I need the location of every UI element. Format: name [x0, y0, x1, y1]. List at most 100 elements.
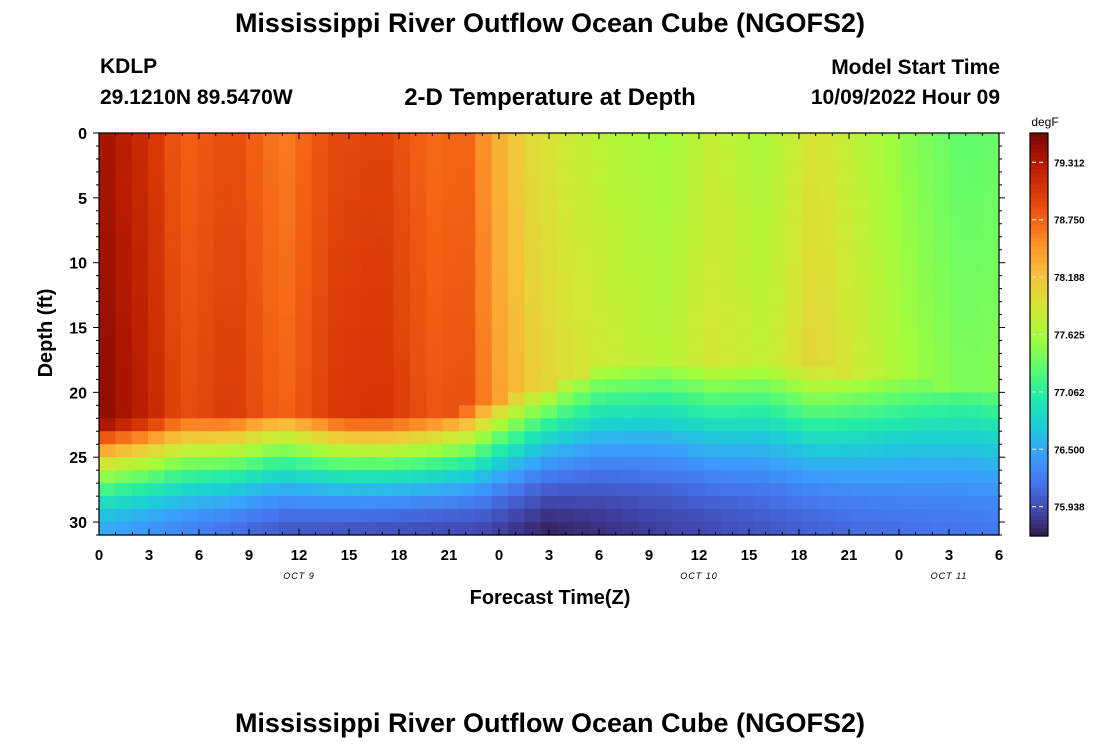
heatmap-cell — [328, 379, 346, 393]
colorbar-segment — [1030, 338, 1048, 344]
heatmap-cell — [917, 392, 935, 406]
heatmap-cell — [819, 509, 836, 523]
heatmap-cell — [540, 444, 558, 458]
heatmap-cell — [557, 379, 575, 393]
heatmap-cell — [639, 483, 656, 497]
heatmap-cell — [655, 288, 673, 303]
heatmap-cell — [884, 483, 902, 497]
heatmap-cell — [819, 340, 836, 355]
heatmap-cell — [802, 145, 820, 160]
heatmap-cell — [720, 379, 738, 393]
heatmap-cell — [180, 340, 198, 355]
heatmap-cell — [246, 353, 264, 368]
heatmap-cell — [573, 184, 591, 199]
heatmap-cell — [671, 353, 689, 368]
heatmap-cell — [540, 379, 558, 393]
heatmap-cell — [524, 496, 542, 510]
heatmap-cell — [131, 483, 149, 497]
heatmap-cell — [688, 301, 706, 316]
heatmap-cell — [737, 366, 755, 380]
heatmap-cell — [622, 431, 640, 445]
heatmap-cell — [279, 249, 296, 264]
heatmap-cell — [475, 236, 493, 251]
heatmap-cell — [835, 171, 853, 186]
heatmap-cell — [589, 184, 607, 199]
heatmap-cell — [982, 483, 1000, 497]
heatmap-cell — [933, 275, 951, 290]
heatmap-cell — [279, 405, 296, 419]
heatmap-cell — [262, 496, 280, 510]
heatmap-cell — [475, 223, 493, 238]
heatmap-cell — [262, 444, 280, 458]
heatmap-cell — [949, 249, 967, 264]
heatmap-cell — [524, 457, 542, 471]
heatmap-cell — [459, 288, 476, 303]
heatmap-cell — [524, 327, 542, 342]
heatmap-cell — [655, 496, 673, 510]
heatmap-cell — [115, 431, 133, 445]
heatmap-cell — [802, 171, 820, 186]
heatmap-cell — [933, 496, 951, 510]
heatmap-cell — [753, 249, 771, 264]
heatmap-cell — [851, 496, 869, 510]
heatmap-cell — [524, 171, 542, 186]
colorbar-segment — [1030, 225, 1048, 231]
x-tick-label: 18 — [791, 547, 808, 564]
heatmap-cell — [524, 444, 542, 458]
colorbar-segment — [1030, 439, 1048, 444]
heatmap-cell — [131, 133, 149, 147]
heatmap-cell — [180, 483, 198, 497]
heatmap-cell — [262, 275, 280, 290]
heatmap-cell — [295, 496, 313, 510]
heatmap-cell — [753, 327, 771, 342]
heatmap-cell — [475, 249, 493, 264]
heatmap-cell — [377, 340, 395, 355]
x-tick-label: 15 — [741, 547, 758, 564]
heatmap-cell — [900, 184, 918, 199]
heatmap-cell — [213, 405, 231, 419]
heatmap-cell — [295, 249, 313, 264]
heatmap-cell — [295, 444, 313, 458]
heatmap-cell — [393, 509, 411, 523]
heatmap-cell — [688, 496, 706, 510]
heatmap-cell — [540, 405, 558, 419]
heatmap-cell — [475, 418, 493, 432]
heatmap-cell — [786, 249, 804, 264]
heatmap-cell — [982, 470, 1000, 484]
heatmap-cell — [295, 483, 313, 497]
heatmap-cell — [720, 509, 738, 523]
heatmap-cell — [426, 210, 444, 225]
heatmap-cell — [589, 301, 607, 316]
heatmap-cell — [279, 223, 296, 238]
heatmap-cell — [213, 509, 231, 523]
heatmap-cell — [360, 184, 378, 199]
heatmap-cell — [246, 145, 264, 160]
footer-title: Mississippi River Outflow Ocean Cube (NG… — [234, 708, 866, 738]
heatmap-cell — [982, 418, 1000, 432]
heatmap-cell — [917, 210, 935, 225]
heatmap-cell — [835, 301, 853, 316]
heatmap-cell — [835, 483, 853, 497]
heatmap-cell — [835, 444, 853, 458]
heatmap-cell — [589, 509, 607, 523]
heatmap-cell — [868, 262, 886, 277]
heatmap-cell — [671, 483, 689, 497]
heatmap-cell — [475, 327, 493, 342]
heatmap-cell — [508, 171, 526, 186]
heatmap-cell — [851, 301, 869, 316]
heatmap-cell — [966, 470, 984, 484]
heatmap-cell — [622, 509, 640, 523]
heatmap-cell — [426, 314, 444, 329]
heatmap-cell — [769, 133, 787, 147]
heatmap-cell — [164, 405, 182, 419]
heatmap-cell — [786, 509, 804, 523]
heatmap-cell — [426, 392, 444, 406]
heatmap-cell — [508, 405, 526, 419]
heatmap-cell — [459, 392, 476, 406]
heatmap-cell — [589, 444, 607, 458]
heatmap-cell — [377, 301, 395, 316]
heatmap-cell — [868, 418, 886, 432]
heatmap-cell — [295, 184, 313, 199]
heatmap-cell — [688, 405, 706, 419]
heatmap-cell — [344, 444, 362, 458]
